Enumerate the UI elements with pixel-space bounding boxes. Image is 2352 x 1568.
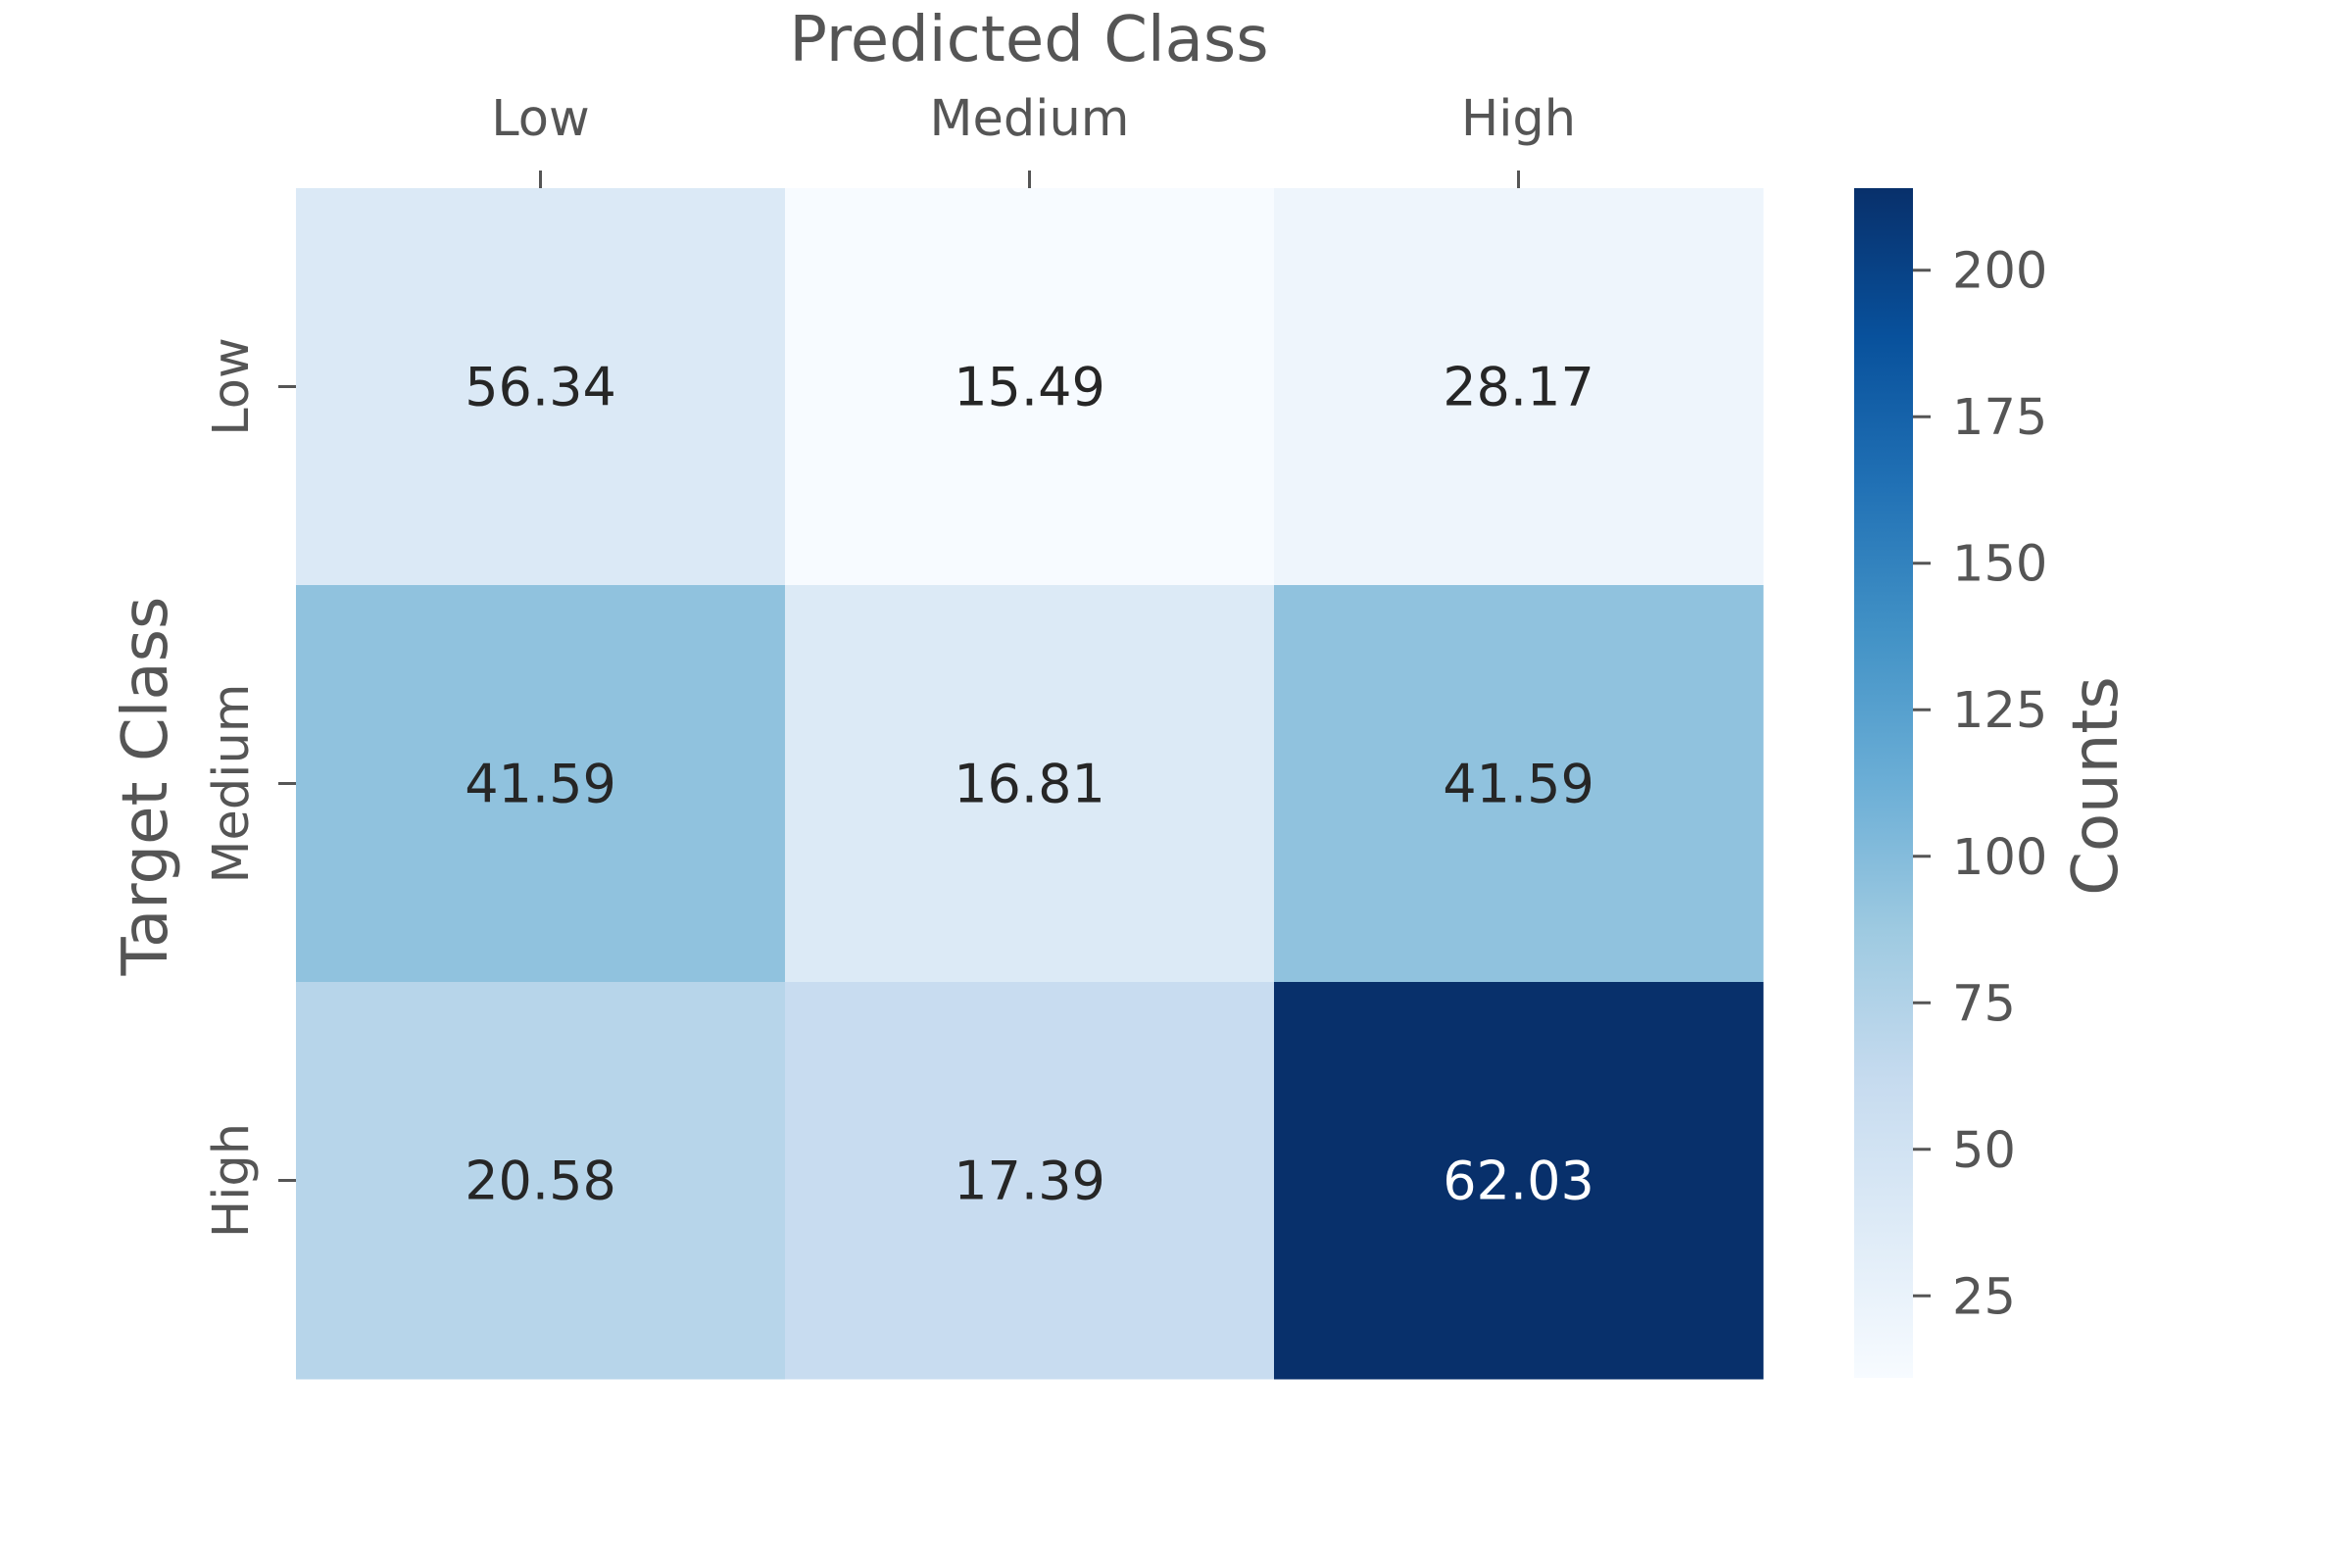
cell-value-label-low-medium: 15.49: [954, 357, 1105, 418]
x-axis-title: Predicted Class: [789, 4, 1268, 76]
colorbar-tick-label-100: 100: [1952, 829, 2047, 887]
colorbar-ticks: 25 50 75 100 125 150 175 200: [1913, 243, 2047, 1326]
y-axis-title: Target Class: [110, 597, 182, 977]
cell-value-label-medium-medium: 16.81: [954, 754, 1105, 815]
y-tick-label-medium: Medium: [203, 684, 261, 884]
heatmap-cells: 56.34 15.49 28.17 41.59 16.81 41.59 20.58 17.39…: [296, 188, 1764, 1380]
cell-value-label-high-medium: 17.39: [954, 1151, 1105, 1212]
x-tick-label-low: Low: [491, 90, 589, 148]
y-tick-label-low: Low: [203, 337, 261, 435]
colorbar-tick-label-50: 50: [1952, 1122, 2016, 1180]
colorbar-tick-label-175: 175: [1952, 389, 2047, 447]
heatmap-cell-low-low: [296, 188, 786, 586]
x-tick-label-medium: Medium: [930, 90, 1130, 148]
cell-value-label-high-low: 20.58: [465, 1151, 616, 1212]
colorbar-tick-label-150: 150: [1952, 536, 2047, 594]
cell-value-label-low-low: 56.34: [465, 357, 616, 418]
colorbar-tick-label-25: 25: [1952, 1268, 2016, 1326]
heatmap-cell-high-high: [1274, 982, 1764, 1380]
heatmap-cell-medium-medium: [785, 585, 1275, 983]
heatmap-cell-low-high: [1274, 188, 1764, 586]
heatmap-cell-medium-high: [1274, 585, 1764, 983]
cell-value-label-high-high: 62.03: [1443, 1151, 1594, 1212]
colorbar-title: Counts: [2060, 676, 2132, 895]
colorbar-tick-label-200: 200: [1952, 243, 2047, 301]
cell-value-label-medium-high: 41.59: [1443, 754, 1594, 815]
colorbar-tick-label-125: 125: [1952, 682, 2047, 740]
colorbar: [1854, 188, 1913, 1378]
y-tick-label-high: High: [203, 1123, 261, 1238]
heatmap-cell-medium-low: [296, 585, 786, 983]
x-axis-ticks: Low Medium High: [491, 90, 1576, 188]
cell-value-label-low-high: 28.17: [1443, 357, 1594, 418]
heatmap-cell-high-medium: [785, 982, 1275, 1380]
cell-value-label-medium-low: 41.59: [465, 754, 616, 815]
x-tick-label-high: High: [1461, 90, 1576, 148]
y-axis-ticks: Low Medium High: [203, 337, 296, 1238]
heatmap-cell-low-medium: [785, 188, 1275, 586]
colorbar-tick-label-75: 75: [1952, 975, 2016, 1033]
heatmap-cell-high-low: [296, 982, 786, 1380]
